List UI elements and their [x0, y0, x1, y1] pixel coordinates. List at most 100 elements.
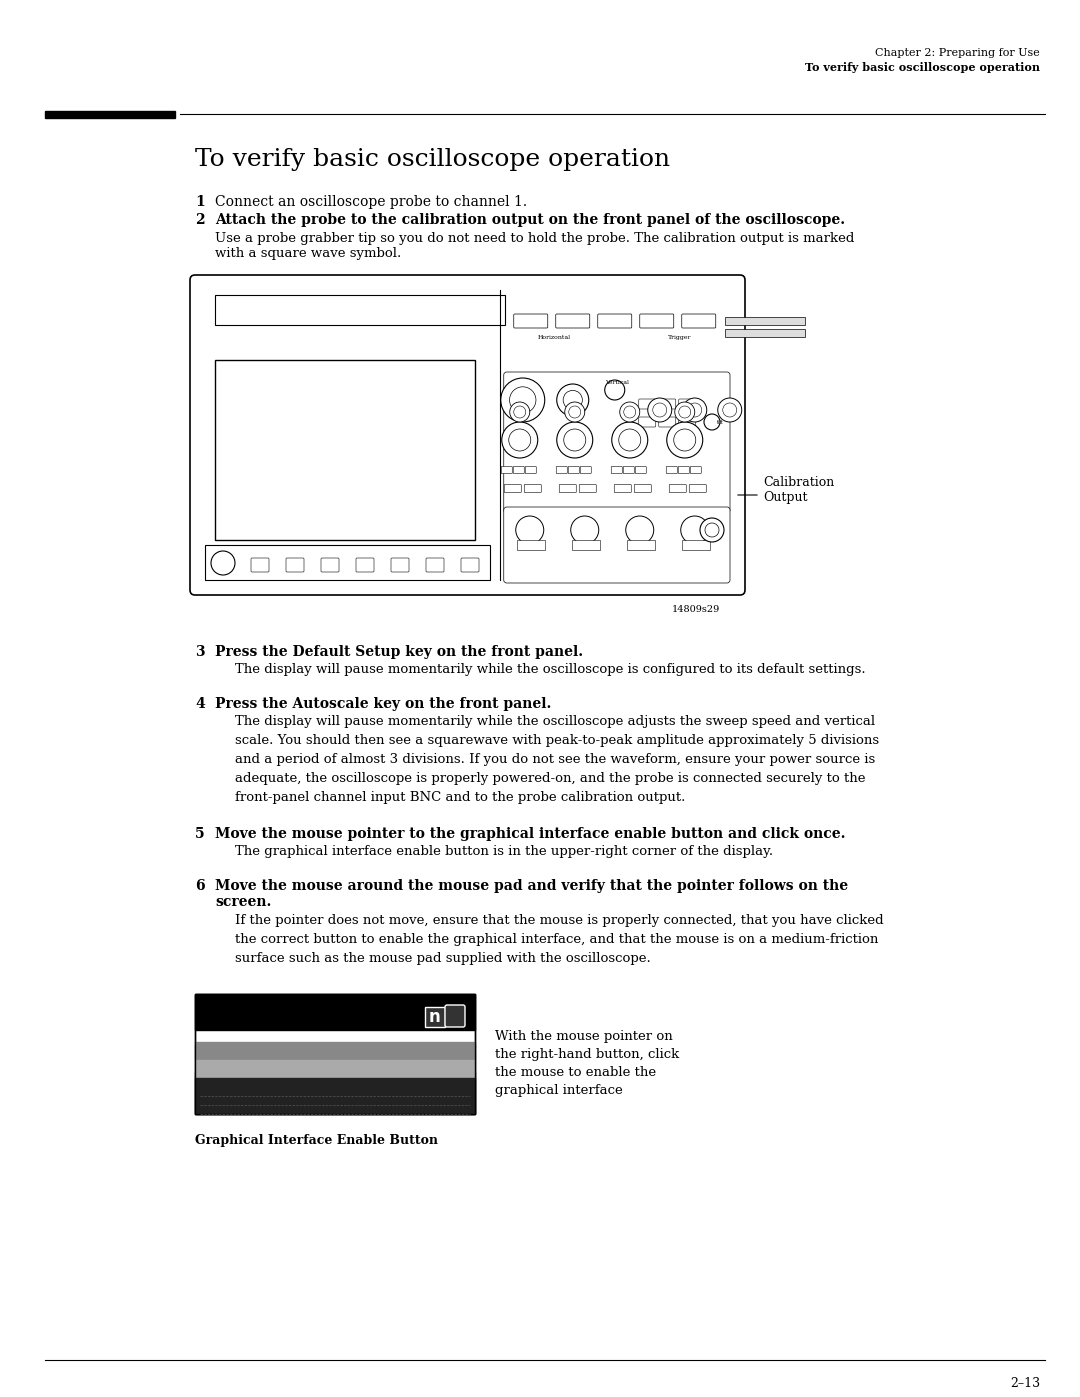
Circle shape	[501, 379, 544, 422]
FancyBboxPatch shape	[681, 314, 716, 328]
Circle shape	[625, 515, 653, 543]
Bar	[195, 1045, 475, 1048]
Bar	[571, 541, 599, 550]
Text: Press the Default Setup key on the front panel.: Press the Default Setup key on the front…	[215, 645, 583, 659]
Circle shape	[666, 422, 703, 458]
Circle shape	[678, 407, 691, 418]
FancyBboxPatch shape	[513, 467, 524, 474]
Circle shape	[619, 429, 640, 451]
FancyBboxPatch shape	[356, 557, 374, 571]
Circle shape	[718, 398, 742, 422]
Text: The graphical interface enable button is in the upper-right corner of the displa: The graphical interface enable button is…	[235, 845, 773, 858]
Circle shape	[620, 402, 639, 422]
Text: Calibration
Output: Calibration Output	[762, 476, 834, 504]
FancyBboxPatch shape	[678, 416, 696, 427]
Text: 5: 5	[195, 827, 204, 841]
FancyBboxPatch shape	[689, 485, 706, 493]
Bar	[725, 330, 805, 337]
FancyBboxPatch shape	[504, 485, 522, 493]
Text: 2–13: 2–13	[1010, 1377, 1040, 1390]
FancyBboxPatch shape	[678, 467, 689, 474]
FancyBboxPatch shape	[445, 1004, 465, 1027]
Circle shape	[605, 380, 624, 400]
Bar	[195, 1042, 475, 1060]
FancyBboxPatch shape	[666, 467, 677, 474]
Text: With the mouse pointer on
the right-hand button, click
the mouse to enable the
g: With the mouse pointer on the right-hand…	[495, 1030, 679, 1097]
FancyBboxPatch shape	[286, 557, 303, 571]
Text: Press the Autoscale key on the front panel.: Press the Autoscale key on the front pan…	[215, 697, 552, 711]
Bar	[516, 541, 544, 550]
Circle shape	[674, 429, 696, 451]
Bar	[45, 110, 175, 117]
Circle shape	[570, 515, 598, 543]
Text: 6: 6	[195, 879, 204, 893]
Text: The display will pause momentarily while the oscilloscope adjusts the sweep spee: The display will pause momentarily while…	[235, 715, 879, 805]
FancyBboxPatch shape	[659, 400, 676, 409]
Text: tilt: tilt	[717, 419, 724, 425]
Text: n: n	[429, 1009, 441, 1025]
Text: To verify basic oscilloscope operation: To verify basic oscilloscope operation	[195, 148, 670, 170]
Text: Trigger: Trigger	[669, 335, 691, 339]
Circle shape	[648, 398, 672, 422]
FancyBboxPatch shape	[638, 400, 656, 409]
Circle shape	[510, 402, 530, 422]
FancyBboxPatch shape	[615, 485, 631, 493]
Bar	[195, 1060, 475, 1078]
Bar	[626, 541, 654, 550]
Bar	[426, 1007, 445, 1027]
Text: Graphical Interface Enable Button: Graphical Interface Enable Button	[195, 1134, 438, 1147]
Circle shape	[563, 390, 582, 409]
Text: 1: 1	[195, 196, 205, 210]
Circle shape	[675, 402, 694, 422]
Text: Move the mouse around the mouse pad and verify that the pointer follows on the
s: Move the mouse around the mouse pad and …	[215, 879, 848, 909]
FancyBboxPatch shape	[670, 485, 686, 493]
Circle shape	[569, 407, 581, 418]
Bar	[215, 295, 504, 326]
Circle shape	[652, 402, 666, 416]
Circle shape	[680, 515, 708, 543]
FancyBboxPatch shape	[678, 400, 696, 409]
FancyBboxPatch shape	[634, 485, 651, 493]
FancyBboxPatch shape	[611, 467, 622, 474]
FancyBboxPatch shape	[461, 557, 480, 571]
FancyBboxPatch shape	[597, 314, 632, 328]
Bar	[725, 317, 805, 326]
Circle shape	[514, 407, 526, 418]
Text: Move the mouse pointer to the graphical interface enable button and click once.: Move the mouse pointer to the graphical …	[215, 827, 846, 841]
Text: Vertical: Vertical	[606, 380, 630, 386]
Circle shape	[564, 429, 585, 451]
FancyBboxPatch shape	[525, 467, 537, 474]
FancyBboxPatch shape	[690, 467, 701, 474]
Circle shape	[211, 550, 235, 576]
Circle shape	[700, 518, 724, 542]
Circle shape	[509, 429, 530, 451]
Text: 14809s29: 14809s29	[672, 605, 720, 615]
FancyBboxPatch shape	[251, 557, 269, 571]
Bar	[681, 541, 710, 550]
Circle shape	[611, 422, 648, 458]
Text: 2: 2	[195, 212, 204, 226]
FancyBboxPatch shape	[568, 467, 579, 474]
FancyBboxPatch shape	[391, 557, 409, 571]
FancyBboxPatch shape	[524, 485, 541, 493]
Text: Horizontal: Horizontal	[538, 335, 571, 339]
Circle shape	[557, 422, 593, 458]
FancyBboxPatch shape	[503, 507, 730, 583]
Bar	[195, 995, 475, 1113]
Circle shape	[688, 402, 702, 416]
FancyBboxPatch shape	[559, 485, 577, 493]
Text: Use a probe grabber tip so you do not need to hold the probe. The calibration ou: Use a probe grabber tip so you do not ne…	[215, 232, 854, 260]
Bar	[195, 1078, 475, 1113]
Circle shape	[705, 522, 719, 536]
Text: 3: 3	[195, 645, 204, 659]
FancyBboxPatch shape	[579, 485, 596, 493]
Circle shape	[624, 407, 636, 418]
Text: To verify basic oscilloscope operation: To verify basic oscilloscope operation	[805, 61, 1040, 73]
FancyBboxPatch shape	[638, 416, 656, 427]
FancyBboxPatch shape	[321, 557, 339, 571]
Circle shape	[510, 387, 536, 414]
Text: The display will pause momentarily while the oscilloscope is configured to its d: The display will pause momentarily while…	[235, 664, 866, 676]
FancyBboxPatch shape	[580, 467, 591, 474]
Bar	[215, 360, 475, 541]
FancyBboxPatch shape	[426, 557, 444, 571]
